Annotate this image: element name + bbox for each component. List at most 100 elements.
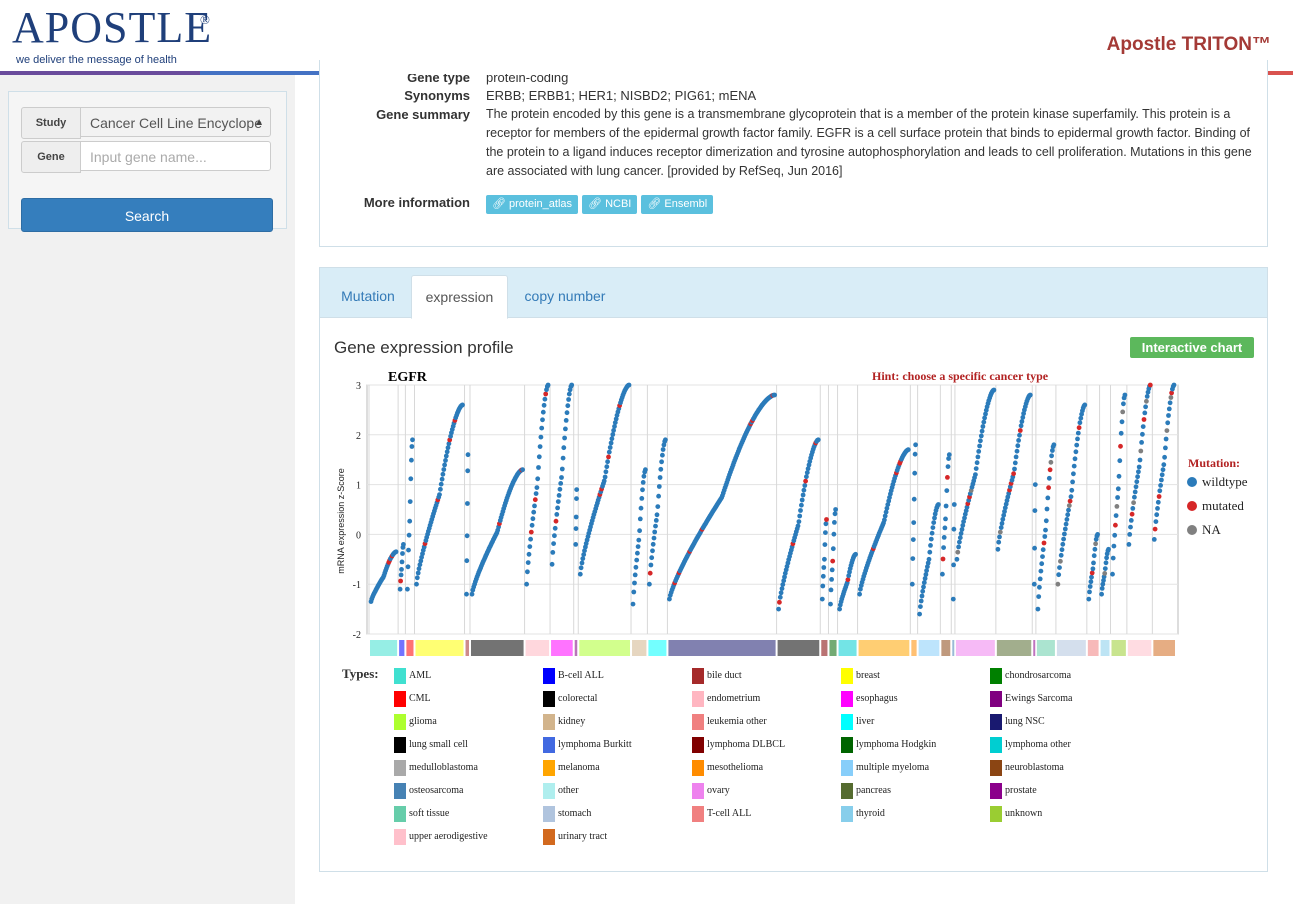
data-point xyxy=(532,503,537,509)
data-point xyxy=(829,567,835,573)
data-point xyxy=(1163,445,1168,451)
data-point xyxy=(829,577,834,582)
type-swatch xyxy=(990,737,1002,753)
study-label: Study xyxy=(21,107,81,139)
data-point xyxy=(846,573,852,579)
type-label: leukemia other xyxy=(707,716,767,727)
data-point xyxy=(930,525,936,530)
data-point xyxy=(1166,413,1171,418)
data-point xyxy=(531,509,537,515)
results-panel: Mutation expression copy number Gene exp… xyxy=(319,267,1268,872)
data-point xyxy=(437,492,442,497)
data-point xyxy=(647,581,652,587)
data-point xyxy=(659,459,664,465)
tab-copy-number[interactable]: copy number xyxy=(524,288,606,304)
study-select[interactable]: Cancer Cell Line Encyclope ▲ xyxy=(80,107,271,137)
data-point xyxy=(465,501,470,506)
data-point xyxy=(601,478,607,484)
data-point xyxy=(1121,401,1126,407)
data-point xyxy=(884,505,890,511)
data-point xyxy=(573,542,579,547)
data-point xyxy=(1035,606,1041,612)
data-point xyxy=(1043,527,1048,533)
type-label: neuroblastoma xyxy=(1005,762,1064,773)
cancer-type-bar xyxy=(370,640,1175,656)
data-point xyxy=(606,454,611,460)
data-point xyxy=(626,382,632,388)
tab-expression[interactable]: expression xyxy=(411,275,508,319)
type-bar-segment xyxy=(1127,640,1152,656)
data-point xyxy=(1046,485,1051,491)
product-name[interactable]: Apostle TRITON™ xyxy=(1106,34,1271,55)
type-swatch xyxy=(394,783,406,799)
data-point xyxy=(1049,453,1054,459)
data-point xyxy=(1117,458,1123,464)
data-point xyxy=(409,457,414,463)
y-axis-ticks: 3 2 1 0 -1 -2 xyxy=(353,381,361,641)
data-point xyxy=(958,531,964,536)
type-bar-segment xyxy=(838,640,857,656)
ncbi-link[interactable]: 🔗︎ NCBI xyxy=(582,195,638,214)
expression-chart[interactable]: EGFR Hint: choose a specific cancer type… xyxy=(320,363,1265,843)
data-point xyxy=(564,410,570,416)
legend-marker xyxy=(1187,525,1197,535)
type-bar-segment xyxy=(1056,640,1086,656)
data-point xyxy=(973,466,979,471)
data-point xyxy=(602,474,608,480)
data-point xyxy=(1068,494,1074,500)
data-point xyxy=(406,532,412,538)
data-point xyxy=(1070,479,1075,485)
data-point xyxy=(1055,581,1061,587)
data-point xyxy=(562,435,567,441)
data-point xyxy=(833,507,838,512)
data-point xyxy=(999,521,1005,526)
type-swatch xyxy=(543,714,555,730)
data-point xyxy=(983,411,988,417)
type-label: lymphoma Hodgkin xyxy=(856,739,937,750)
data-point xyxy=(563,418,569,423)
type-swatch xyxy=(394,737,406,753)
data-point xyxy=(1075,430,1081,436)
type-label: lung small cell xyxy=(409,739,468,750)
data-point xyxy=(918,604,923,609)
ensembl-link[interactable]: 🔗︎ Ensembl xyxy=(641,195,714,214)
apostle-logo[interactable]: APOSTLE xyxy=(12,3,213,52)
tab-mutation[interactable]: Mutation xyxy=(341,288,395,304)
data-point xyxy=(804,474,809,480)
data-point xyxy=(1043,518,1049,524)
data-point xyxy=(946,456,951,461)
interactive-chart-button[interactable]: Interactive chart xyxy=(1130,337,1254,358)
data-point xyxy=(637,528,642,534)
data-point xyxy=(651,535,657,541)
data-point xyxy=(883,509,889,515)
type-swatch xyxy=(841,691,853,707)
protein-atlas-link[interactable]: 🔗︎ protein_atlas xyxy=(486,195,579,214)
type-label: T-cell ALL xyxy=(707,808,752,819)
data-point xyxy=(828,587,834,593)
search-button[interactable]: Search xyxy=(21,198,273,232)
data-point xyxy=(1019,419,1025,424)
data-point xyxy=(438,486,443,492)
data-point xyxy=(1021,411,1026,416)
data-point xyxy=(941,545,946,550)
type-swatch xyxy=(990,760,1002,776)
data-point xyxy=(1126,542,1132,547)
data-point xyxy=(991,387,997,393)
data-point xyxy=(1167,400,1173,406)
data-point xyxy=(401,542,406,547)
data-point xyxy=(1116,473,1122,479)
data-point xyxy=(940,571,945,577)
chart-title: EGFR xyxy=(388,370,428,385)
data-point xyxy=(1041,540,1047,546)
data-point xyxy=(927,549,933,555)
data-point xyxy=(400,551,405,556)
type-bar-segment xyxy=(648,640,667,656)
type-bar-segment xyxy=(525,640,550,656)
type-label: prostate xyxy=(1005,785,1037,796)
gene-input[interactable]: Input gene name... xyxy=(80,141,271,171)
data-point xyxy=(634,557,640,563)
data-point xyxy=(444,449,450,455)
data-point xyxy=(997,529,1003,535)
data-point xyxy=(917,611,922,617)
mutation-legend-title: Mutation: xyxy=(1188,456,1240,470)
